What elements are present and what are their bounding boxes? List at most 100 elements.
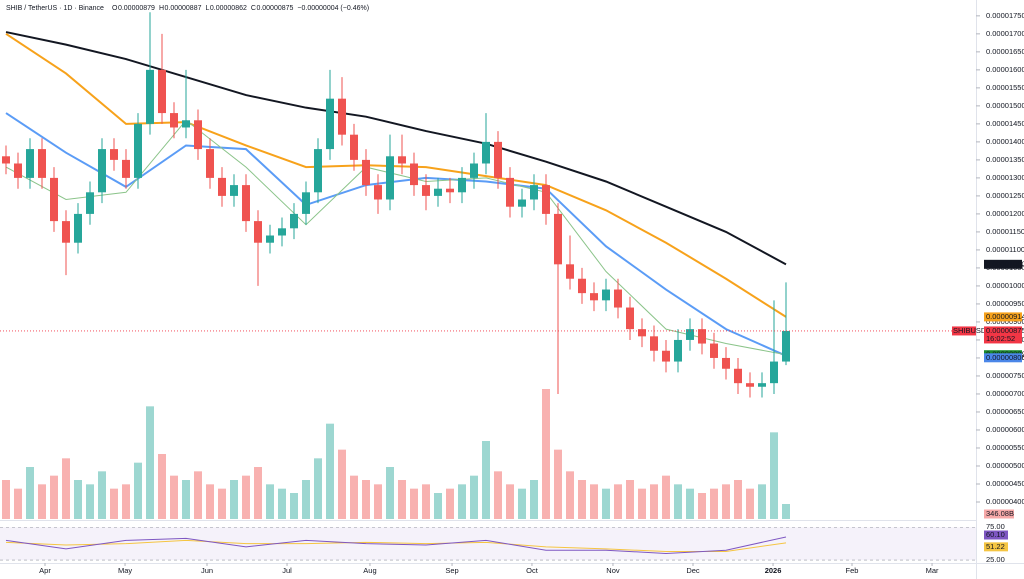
y-tick-label: 0.00001500 <box>986 101 1024 110</box>
ohlc-key: O <box>112 5 118 12</box>
y-tick-label: 0.00000900 <box>986 317 1024 326</box>
candle-body <box>86 192 94 214</box>
candle-body <box>50 177 58 222</box>
candle-body <box>338 98 346 135</box>
volume-bar <box>482 441 490 519</box>
x-tick-label: Feb <box>846 566 859 575</box>
rsi-tick-label: 25.00 <box>986 555 1005 564</box>
volume-bar <box>722 484 730 519</box>
volume-bar <box>146 406 154 519</box>
volume-bar <box>626 480 634 519</box>
candle-body <box>494 141 502 178</box>
candle-body <box>122 159 130 178</box>
volume-bar <box>266 484 274 519</box>
candle-body <box>134 123 142 178</box>
candle-body <box>782 330 790 362</box>
candle-body <box>602 289 610 301</box>
candle-body <box>230 185 238 196</box>
candle-body <box>410 163 418 186</box>
y-tick-label: 0.00000650 <box>986 407 1024 416</box>
candle-body <box>770 361 778 384</box>
candle-body <box>182 120 190 128</box>
volume-bar <box>662 475 670 519</box>
volume-bar <box>578 480 586 519</box>
volume-bar <box>2 480 10 519</box>
volume-bar <box>170 475 178 519</box>
symbol: SHIB / TetherUS · 1D · Binance <box>6 5 104 12</box>
moving-average <box>5 119 787 356</box>
volume-bar <box>410 488 418 519</box>
candle-body <box>14 163 22 178</box>
x-tick-label: Dec <box>686 566 700 575</box>
rsi-tick-label: 75.00 <box>986 522 1005 531</box>
y-tick-label: 0.00000400 <box>986 497 1024 506</box>
volume-bar <box>14 488 22 519</box>
volume-bar <box>686 488 694 519</box>
candle-body <box>422 185 430 196</box>
ma-tag-text: 0.00000806 <box>986 353 1024 362</box>
candle-body <box>542 185 550 214</box>
candle-body <box>626 307 634 330</box>
volume-bar <box>734 480 742 519</box>
x-tick-label: Apr <box>39 566 51 575</box>
candle-body <box>530 185 538 200</box>
y-tick-label: 0.00000750 <box>986 371 1024 380</box>
candle-body <box>506 177 514 207</box>
candle-body <box>206 149 214 178</box>
volume-tag-text: 346.08B <box>986 509 1014 518</box>
y-tick-label: 0.00001750 <box>986 11 1024 20</box>
candle-body <box>362 159 370 186</box>
volume-bar <box>566 471 574 519</box>
volume-bar <box>26 467 34 519</box>
candle-body <box>254 221 262 243</box>
x-tick-label: 2026 <box>765 566 782 575</box>
candle-body <box>278 228 286 236</box>
x-tick-label: Aug <box>363 566 376 575</box>
ma-tag <box>984 353 1022 363</box>
candle-body <box>158 69 166 114</box>
volume-bar <box>554 449 562 519</box>
y-tick-label: 0.00000950 <box>986 299 1024 308</box>
rsi-ma <box>5 539 787 553</box>
rsi-band <box>0 527 976 561</box>
volume-bar <box>674 484 682 519</box>
volume-bar <box>494 471 502 519</box>
volume-bar <box>518 488 526 519</box>
candle-body <box>458 177 466 193</box>
volume-bar <box>230 480 238 519</box>
moving-average <box>5 33 787 318</box>
volume-bar <box>758 484 766 519</box>
candle-body <box>266 235 274 243</box>
candle-body <box>170 113 178 128</box>
volume-bar <box>446 488 454 519</box>
ohlc-key: C <box>251 5 256 12</box>
candle-body <box>302 192 310 214</box>
candle-body <box>350 134 358 160</box>
y-tick-label: 0.00000450 <box>986 479 1024 488</box>
rsi-tag <box>984 530 1008 540</box>
y-tick-label: 0.00001250 <box>986 191 1024 200</box>
ma-tag <box>984 259 1022 269</box>
volume-bar <box>242 475 250 519</box>
volume-bar <box>374 484 382 519</box>
y-tick-label: 0.00001300 <box>986 173 1024 182</box>
y-tick-label: 0.00001100 <box>986 245 1024 254</box>
volume-bar <box>470 475 478 519</box>
volume-bar <box>38 484 46 519</box>
x-tick-label: Jul <box>282 566 292 575</box>
candle-body <box>698 329 706 344</box>
candle-body <box>374 185 382 200</box>
volume-bar <box>278 488 286 519</box>
candle-body <box>518 199 526 207</box>
y-tick-label: 0.00001600 <box>986 65 1024 74</box>
volume-bar <box>314 458 322 519</box>
volume-bar <box>350 475 358 519</box>
price-tag-text: 0.00000875 <box>986 326 1024 335</box>
candle-body <box>674 339 682 362</box>
volume-bar <box>134 462 142 519</box>
candle-body <box>650 336 658 351</box>
y-tick-label: 0.00001550 <box>986 83 1024 92</box>
volume-bar <box>122 484 130 519</box>
